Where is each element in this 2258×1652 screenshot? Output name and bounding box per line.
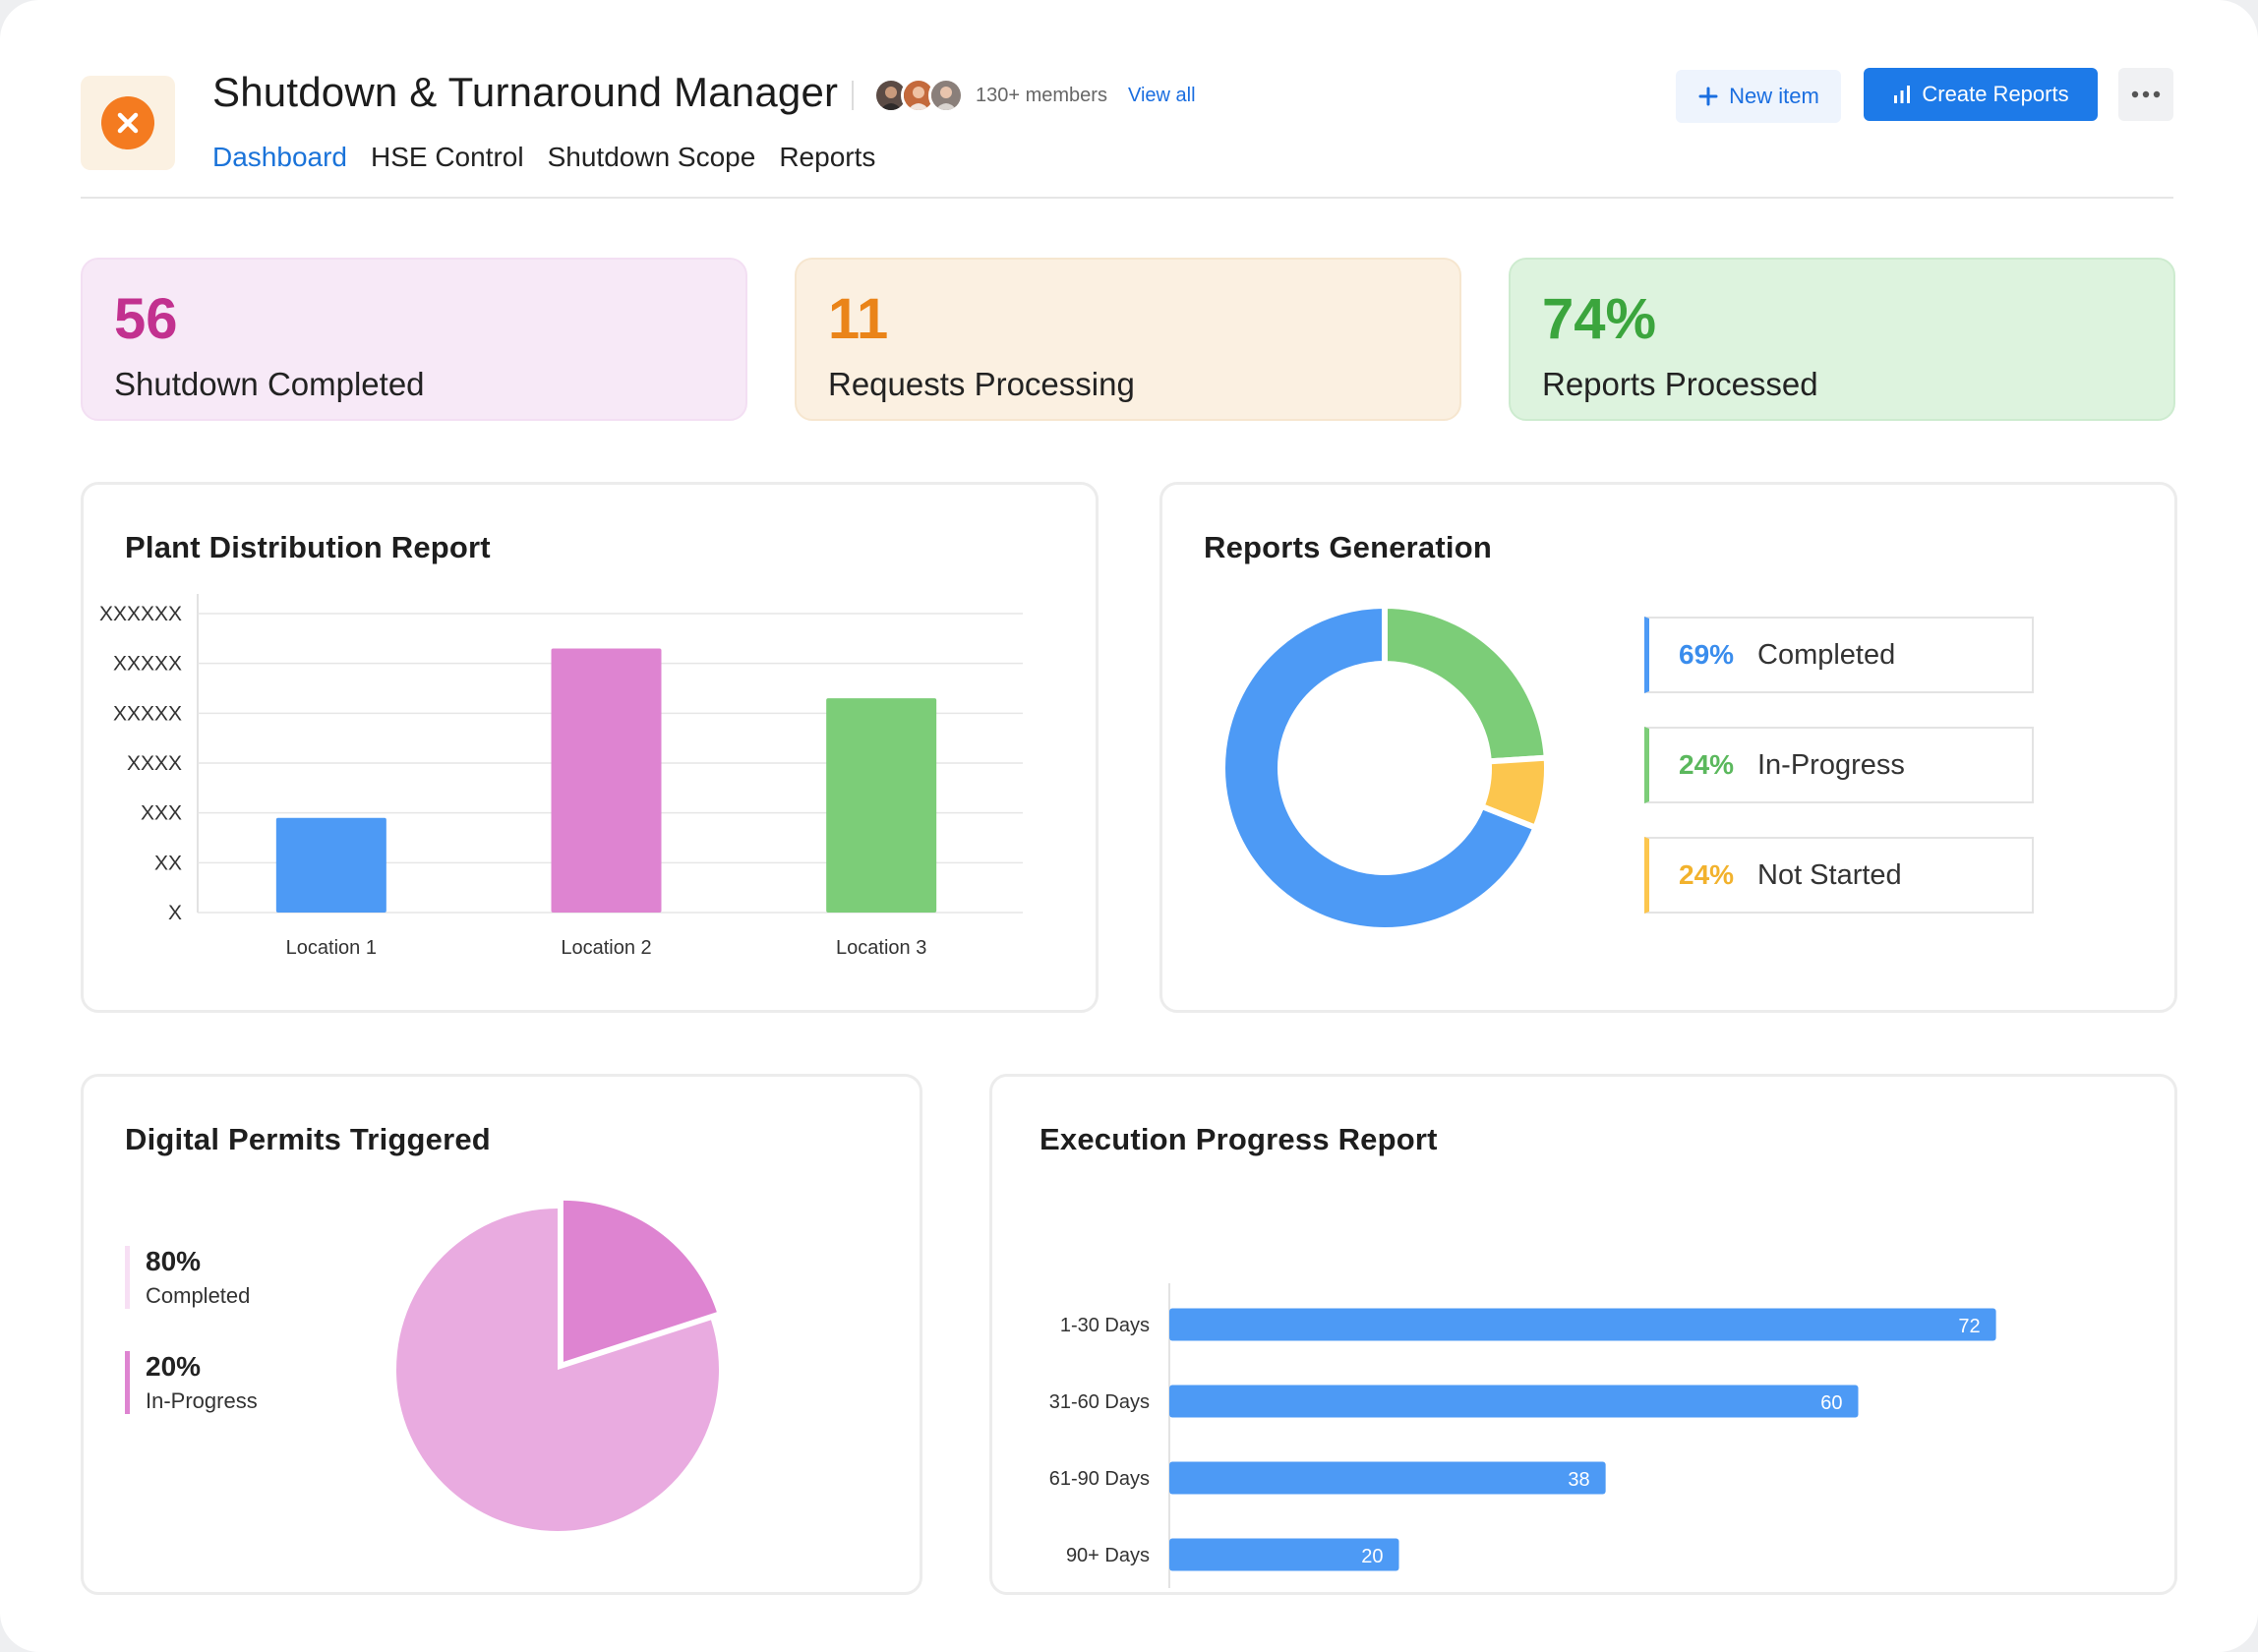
legend-item-completed: 69% Completed (1644, 617, 2034, 693)
stat-value: 56 (114, 287, 178, 351)
pie-slice (395, 1209, 719, 1531)
legend-pct: 24% (1679, 749, 1735, 780)
stat-label: Reports Processed (1542, 366, 1818, 402)
digital-permits-panel: Digital Permits Triggered 80% Completed … (81, 1074, 922, 1595)
legend-label: In-Progress (1757, 748, 1905, 781)
stat-card-reports-processed: 74% Reports Processed (1509, 258, 2175, 421)
stat-card-requests-processing: 11 Requests Processing (795, 258, 1461, 421)
legend-item-in-progress: 20% In-Progress (125, 1351, 258, 1414)
data-label: 72 (1958, 1316, 1980, 1337)
bar (1169, 1385, 1859, 1418)
bar-chart-icon (1894, 86, 1911, 103)
avatar (928, 78, 964, 113)
create-reports-label: Create Reports (1922, 82, 2069, 106)
x-tick-label: Location 2 (561, 937, 651, 959)
avatar (873, 78, 909, 113)
y-tick-label: XXXXXX (99, 603, 182, 625)
panel-title: Reports Generation (1204, 530, 1492, 564)
members-count: 130+ members (976, 85, 1107, 106)
y-tick-label: XXXXX (113, 653, 182, 676)
y-tick-label: XX (154, 852, 182, 874)
data-label: 60 (1820, 1392, 1842, 1414)
close-x-icon (101, 96, 154, 149)
stat-value: 74% (1542, 287, 1657, 351)
data-label: 20 (1361, 1546, 1383, 1567)
legend-item-not-started: 24% Not Started (1644, 837, 2034, 914)
donut-slice (1382, 602, 1550, 765)
y-tick-label: X (168, 902, 182, 924)
panel-title: Execution Progress Report (1040, 1122, 1438, 1156)
legend-pct: 80% (146, 1246, 202, 1276)
tab-dashboard[interactable]: Dashboard (212, 142, 347, 172)
legend-pct: 20% (146, 1351, 202, 1382)
new-item-button[interactable]: New item (1676, 70, 1841, 123)
tab-hse-control[interactable]: HSE Control (370, 142, 524, 172)
execution-progress-panel: Execution Progress Report 1-30 Days 72 31-… (989, 1074, 2177, 1595)
x-tick-label: Location 3 (836, 937, 926, 959)
plant-distribution-panel: Plant Distribution Report X XX XXX XXXX XXXX… (81, 482, 1099, 1013)
y-tick-label: 90+ Days (1066, 1545, 1150, 1566)
more-dots-icon (2131, 90, 2161, 98)
stat-value: 11 (828, 287, 889, 351)
new-item-label: New item (1729, 84, 1819, 108)
reports-generation-panel: Reports Generation 69% Completed 24% In-… (1159, 482, 2177, 1013)
legend-item-in-progress: 24% In-Progress (1644, 727, 2034, 803)
view-all-link[interactable]: View all (1128, 85, 1196, 106)
y-tick-label: XXXXX (113, 702, 182, 725)
tab-reports[interactable]: Reports (779, 142, 876, 172)
stat-label: Shutdown Completed (114, 366, 425, 402)
x-tick-label: Location 1 (286, 937, 377, 959)
member-avatars[interactable] (873, 78, 964, 113)
bar (826, 698, 937, 913)
pie-slice (563, 1200, 717, 1362)
legend-label: Not Started (1757, 858, 1902, 891)
y-tick-label: 31-60 Days (1049, 1391, 1150, 1413)
y-tick-label: 61-90 Days (1049, 1468, 1150, 1490)
y-tick-label: XXXX (127, 752, 182, 775)
donut-slice (1219, 602, 1540, 933)
app-title: Shutdown & Turnaround Manager (212, 69, 839, 115)
stat-card-shutdown-completed: 56 Shutdown Completed (81, 258, 747, 421)
bar (551, 648, 662, 913)
app-logo (81, 76, 175, 170)
bar (1169, 1308, 1996, 1341)
legend-label: Completed (146, 1283, 251, 1308)
legend-pct: 24% (1679, 859, 1735, 890)
title-divider (852, 81, 854, 110)
y-tick-label: 1-30 Days (1060, 1315, 1150, 1336)
permits-pie-chart (395, 1200, 719, 1531)
main-nav: Dashboard HSE Control Shutdown Scope Rep… (212, 142, 875, 173)
legend-item-completed: 80% Completed (125, 1246, 250, 1309)
execution-progress-chart: 1-30 Days 72 31-60 Days 60 61-90 Days 38 90+ D… (1049, 1283, 1996, 1588)
bar (1169, 1538, 1399, 1571)
y-tick-label: XXX (141, 802, 182, 825)
data-label: 38 (1568, 1469, 1589, 1491)
legend-pct: 69% (1679, 639, 1735, 670)
avatar (901, 78, 936, 113)
panel-title: Digital Permits Triggered (125, 1122, 491, 1156)
legend-label: In-Progress (146, 1388, 258, 1413)
more-options-button[interactable] (2118, 68, 2173, 121)
reports-donut-chart (1219, 602, 1550, 933)
header-divider (81, 197, 2173, 199)
bar (275, 817, 386, 913)
stat-label: Requests Processing (828, 366, 1135, 402)
panel-title: Plant Distribution Report (125, 530, 491, 564)
bar (1169, 1461, 1606, 1495)
tab-shutdown-scope[interactable]: Shutdown Scope (547, 142, 756, 172)
create-reports-button[interactable]: Create Reports (1864, 68, 2098, 121)
legend-label: Completed (1757, 638, 1896, 671)
plus-icon (1698, 87, 1718, 106)
